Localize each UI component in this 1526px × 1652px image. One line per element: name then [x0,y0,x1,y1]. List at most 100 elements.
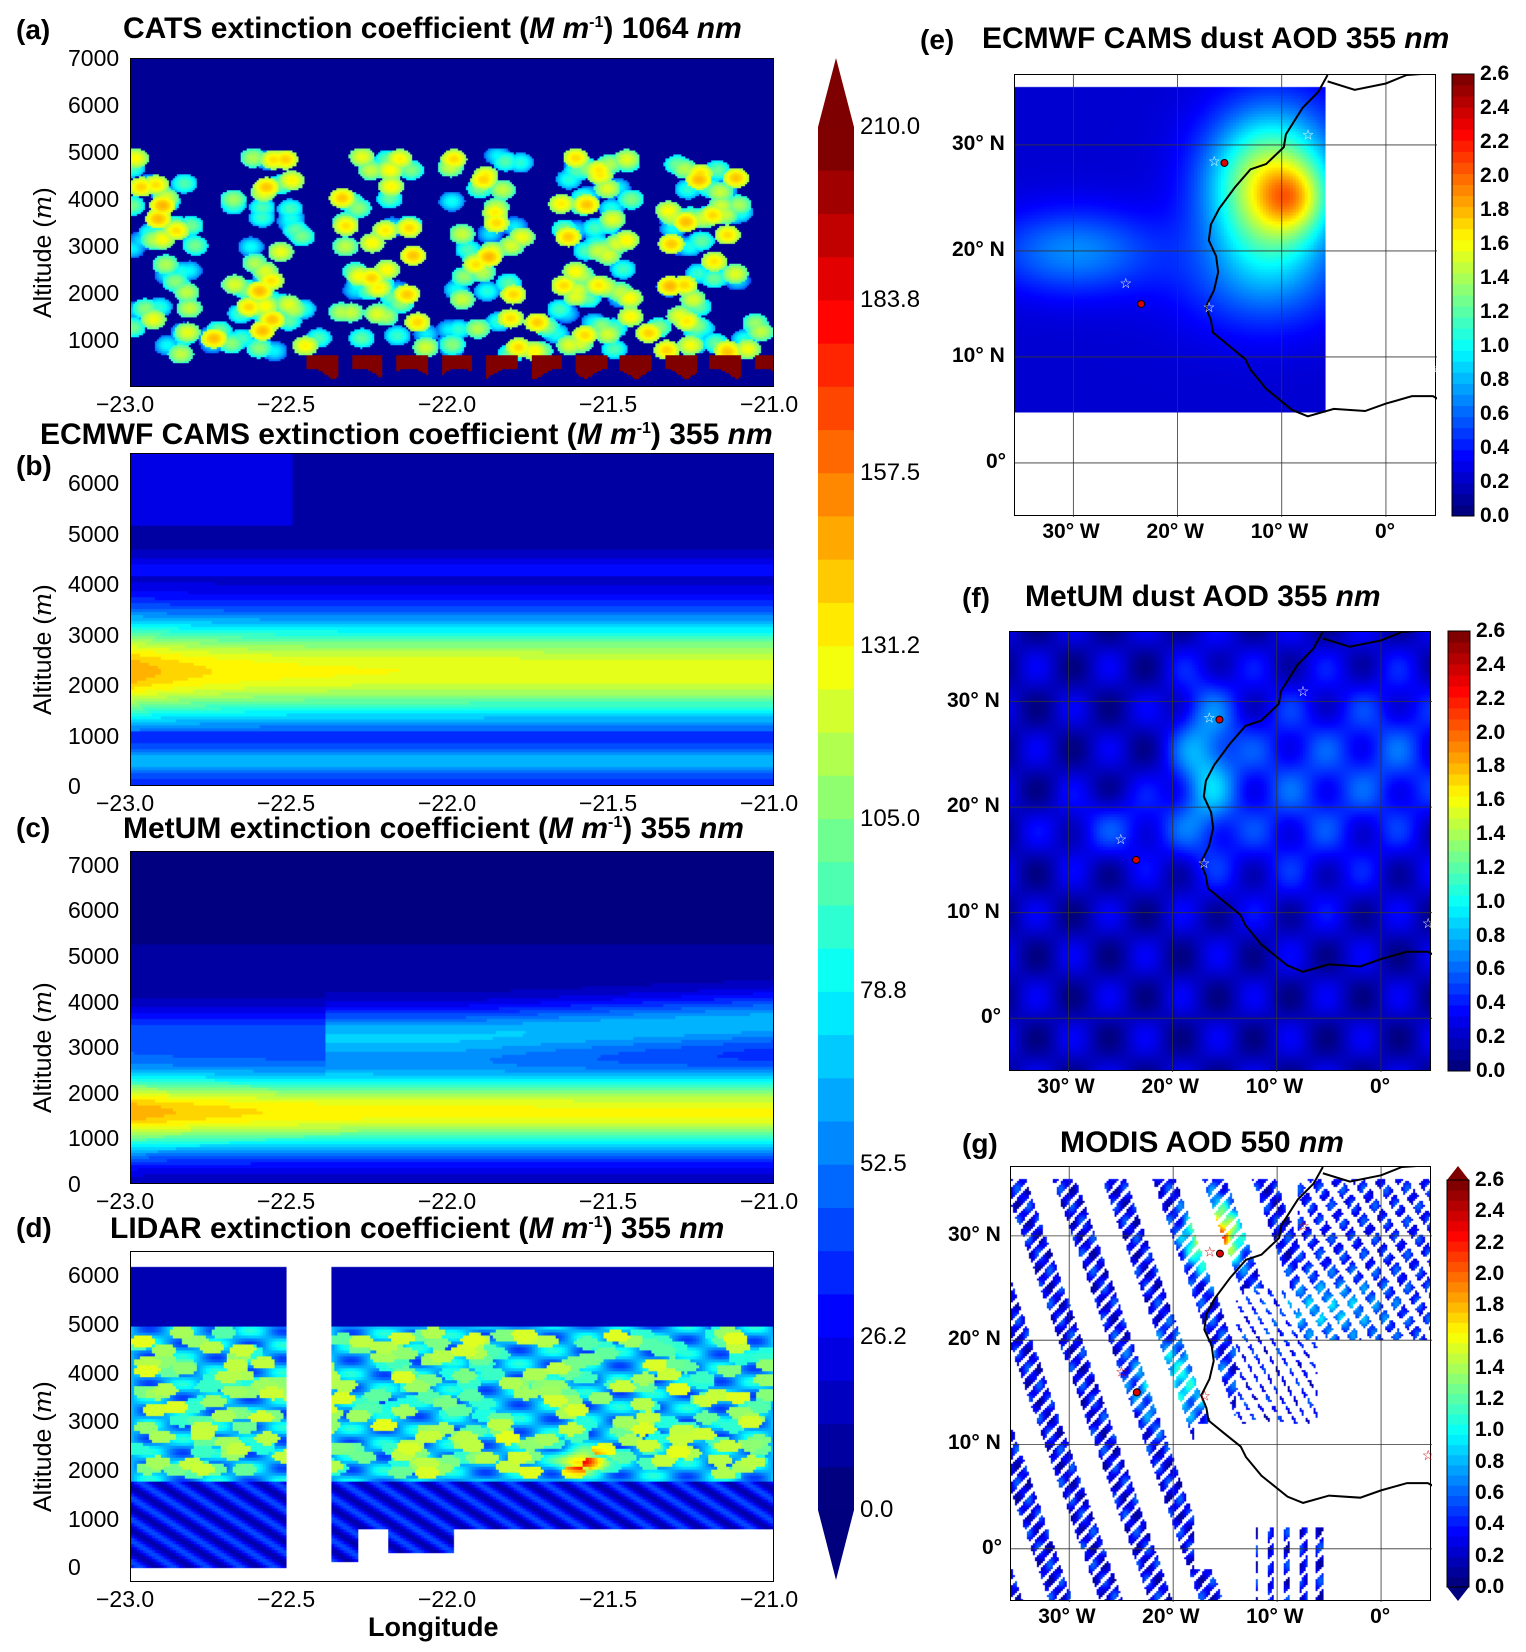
colorbar-segment [1448,917,1470,929]
title-nm: nm [727,418,773,451]
title-text: MetUM extinction coefficient ( [123,812,549,845]
x-tick-label: −21.5 [579,790,638,816]
colorbar-segment [818,1337,854,1381]
title-exp: -1 [589,14,604,31]
colorbar-segment [818,1380,854,1425]
y-tick-label: 6000 [68,92,120,118]
heatmap-canvas [131,454,773,785]
colorbar-tick-label: 210.0 [860,113,921,140]
colorbar-tick-label: 131.2 [860,631,921,659]
colorbar-segment [818,861,854,906]
map-colorbar-tick: 2.2 [1476,686,1506,710]
map-lon-tick: 0° [1369,1075,1391,1098]
colorbar-segment [1448,653,1470,665]
colorbar-segment [1447,1403,1469,1415]
colorbar-segment [1452,272,1474,285]
colorbar-segment [1447,1546,1469,1557]
x-tick-label: −23.0 [96,391,155,417]
coastline [1327,75,1422,91]
colorbar-segment [1447,1515,1469,1527]
colorbar-segment [1447,1200,1469,1212]
colorbar-segment [1452,438,1474,451]
colorbar-segment [1447,1322,1469,1334]
colorbar-segment [1447,1291,1469,1303]
colorbar-tick-label: 157.5 [860,458,921,486]
colorbar-segment [1447,1434,1469,1446]
y-tick-label: 5000 [68,1311,120,1337]
colorbar-segment [1448,1049,1470,1061]
map-lat-tick: 30° N [947,688,1000,712]
colorbar-segment [1452,74,1474,86]
map-lat-tick: 20° N [947,794,1000,818]
x-tick-label: −22.5 [257,1586,316,1612]
colorbar-segment [1452,339,1474,351]
map-colorbar-tick: 1.6 [1476,788,1506,812]
colorbar-segment [1447,1556,1469,1568]
map-colorbar-tick: 2.0 [1480,164,1510,187]
colorbar-segment [1447,1220,1469,1232]
colorbar-segment [1448,675,1470,687]
colorbar-segment [1448,730,1470,742]
x-tick-label: −23.0 [96,1188,155,1214]
colorbar-segment [1452,493,1474,506]
map-lat-tick: 10° N [947,899,1000,923]
x-tick-label: −22.0 [418,1188,477,1214]
map-colorbar-tick: 1.4 [1476,822,1506,846]
colorbar-segment [1448,829,1470,841]
island-marker [1137,299,1146,308]
map-colorbar-tick: 1.8 [1476,754,1506,778]
coastline [1322,632,1417,648]
colorbar-segment [1447,1251,1469,1262]
x-tick-label: −21.5 [579,391,638,417]
map-colorbar-tick: 1.6 [1475,1324,1505,1348]
map-lon-tick: 20° W [1142,1605,1200,1628]
plot-area-c [130,851,774,1184]
colorbar-segment [1447,1393,1469,1405]
colorbar-segment [1448,719,1470,731]
map-colorbar-tick: 0.6 [1475,1481,1505,1505]
y-tick-label: 2000 [68,1079,120,1106]
panel-label-c: (c) [16,812,51,843]
y-tick-label: 3000 [68,233,120,259]
panel-label-g: (g) [962,1128,998,1159]
colorbar-segment [818,1077,854,1122]
colorbar-segment [818,256,854,301]
title-unit: M m [548,812,609,845]
colorbar-segment [1448,961,1470,973]
map-colorbar-tick: 0.8 [1476,923,1506,947]
colorbar-segment [1452,228,1474,241]
map-colorbar-tick: 1.6 [1480,232,1510,255]
x-tick-label: −22.5 [257,1188,316,1214]
colorbar-segment [1447,1475,1469,1486]
colorbar-tick-label: 183.8 [860,285,921,313]
y-tick-label: 1000 [68,327,120,353]
colorbar-frame [1451,73,1475,517]
island-marker [1220,158,1229,167]
colorbar-segment [1447,1210,1469,1222]
title-exp: -1 [588,1214,603,1231]
colorbar-segment [1448,884,1470,896]
y-tick-label: 3000 [68,1034,120,1061]
heatmap-canvas [131,852,773,1183]
colorbar-segment [1448,1016,1470,1028]
title-exp: -1 [608,814,623,831]
panel-title-a: CATS extinction coefficient (M m-1) 1064… [123,12,742,46]
colorbar-segment [1447,1332,1469,1344]
colorbar-segment [1452,140,1474,152]
colorbar-segment [1452,283,1474,296]
y-tick-label: 0 [68,1171,81,1197]
colorbar-segment [1448,1038,1470,1050]
panel-title-b: ECMWF CAMS extinction coefficient (M m-1… [40,418,773,452]
map-colorbar-tick: 0.0 [1480,504,1510,527]
y-tick-label: 4000 [68,988,120,1015]
panel-label-b: (b) [16,450,52,481]
map-lon-tick: 30° W [1038,1605,1096,1628]
colorbar-segment [1452,460,1474,473]
colorbar-segment [818,904,854,949]
station-star-icon: ☆ [1422,1447,1432,1463]
island-marker [1215,1249,1224,1258]
map-colorbar-tick: 0.2 [1476,1025,1506,1049]
y-tick-label: 4000 [68,186,120,212]
colorbar-segment [1452,383,1474,395]
y-tick-label: 6000 [68,1262,120,1289]
